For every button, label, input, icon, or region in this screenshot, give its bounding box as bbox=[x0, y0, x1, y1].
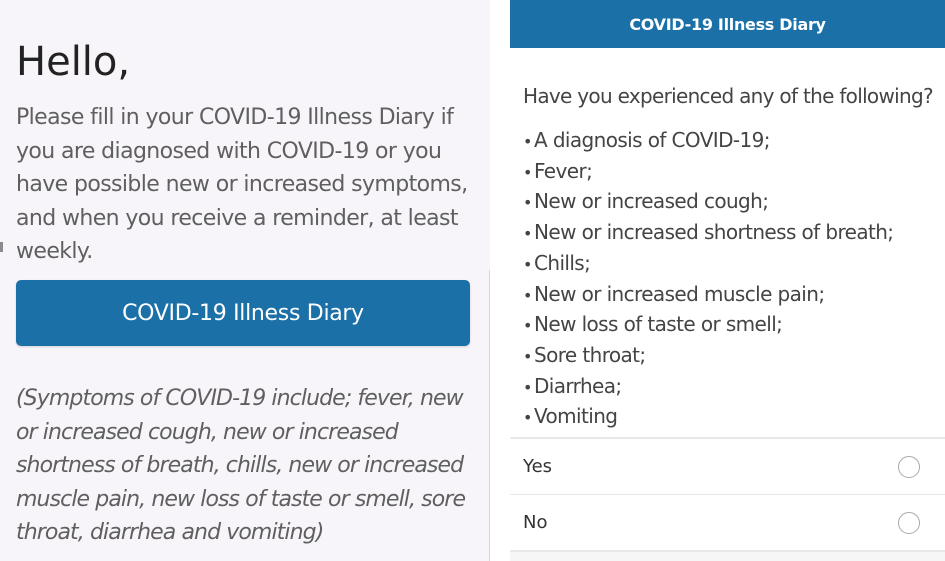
symptom-item: • New or increased shortness of breath; bbox=[523, 218, 894, 249]
covid-illness-diary-button[interactable]: COVID-19 Illness Diary bbox=[16, 280, 470, 346]
question-panel: Have you experienced any of the followin… bbox=[510, 48, 945, 437]
radio-no-icon[interactable] bbox=[898, 511, 920, 534]
symptom-label: New or increased shortness of breath; bbox=[534, 220, 894, 245]
screen-gap bbox=[490, 0, 510, 561]
symptom-label: Diarrhea; bbox=[534, 373, 622, 398]
bullet-icon: • bbox=[523, 316, 532, 336]
option-yes-row[interactable]: Yes bbox=[510, 439, 945, 494]
symptom-item: • Fever; bbox=[523, 157, 893, 188]
symptom-label: Chills; bbox=[534, 250, 591, 275]
symptoms-note: (Symptoms of COVID-19 include; fever, ne… bbox=[16, 386, 466, 545]
option-no-row[interactable]: No bbox=[510, 495, 945, 550]
bullet-icon: • bbox=[523, 254, 532, 274]
symptom-item: • New or increased cough; bbox=[523, 187, 893, 218]
bullet-icon: • bbox=[523, 377, 532, 397]
row-separator bbox=[510, 437, 945, 439]
bullet-icon: • bbox=[523, 346, 532, 366]
bullet-icon: • bbox=[523, 193, 532, 213]
row-separator bbox=[510, 550, 945, 552]
greeting-heading: Hello, bbox=[16, 39, 131, 85]
symptom-label: Sore throat; bbox=[534, 342, 646, 367]
symptom-label: Fever; bbox=[534, 158, 593, 183]
symptom-item: • Vomiting bbox=[523, 402, 893, 433]
symptom-item: • New or increased muscle pain; bbox=[523, 280, 893, 311]
edge-marker bbox=[0, 242, 3, 252]
bullet-icon: • bbox=[523, 408, 532, 428]
option-yes-label: Yes bbox=[523, 456, 553, 477]
symptom-label: New or increased cough; bbox=[534, 189, 769, 214]
symptom-label: A diagnosis of COVID-19; bbox=[534, 128, 770, 152]
symptom-item: • Chills; bbox=[523, 249, 893, 280]
screen-divider bbox=[489, 270, 490, 561]
symptom-item: • Diarrhea; bbox=[523, 372, 893, 403]
bullet-icon: • bbox=[523, 224, 532, 244]
bullet-icon: • bbox=[523, 162, 532, 182]
symptom-item: • Sore throat; bbox=[523, 341, 893, 372]
intro-text: Please fill in your COVID-19 Illness Dia… bbox=[16, 105, 468, 264]
symptom-item: • A diagnosis of COVID-19; bbox=[523, 126, 893, 157]
diary-form-screen: COVID-19 Illness Diary Have you experien… bbox=[510, 0, 945, 561]
bullet-icon: • bbox=[523, 285, 532, 305]
diary-home-screen: Hello, Please fill in your COVID-19 Illn… bbox=[0, 39, 470, 545]
symptom-label: New loss of taste or smell; bbox=[534, 312, 783, 337]
app-header-title: COVID-19 Illness Diary bbox=[629, 14, 826, 34]
symptom-list: • A diagnosis of COVID-19; • Fever; • New o… bbox=[523, 126, 894, 433]
radio-yes-icon[interactable] bbox=[898, 455, 920, 478]
question-text: Have you experienced any of the followin… bbox=[523, 84, 934, 108]
bullet-icon: • bbox=[523, 132, 532, 151]
app-header: COVID-19 Illness Diary bbox=[510, 0, 945, 48]
symptom-label: Vomiting bbox=[534, 404, 618, 429]
symptom-item: • New loss of taste or smell; bbox=[523, 310, 893, 341]
symptom-label: New or increased muscle pain; bbox=[534, 281, 825, 306]
option-no-label: No bbox=[523, 512, 548, 533]
